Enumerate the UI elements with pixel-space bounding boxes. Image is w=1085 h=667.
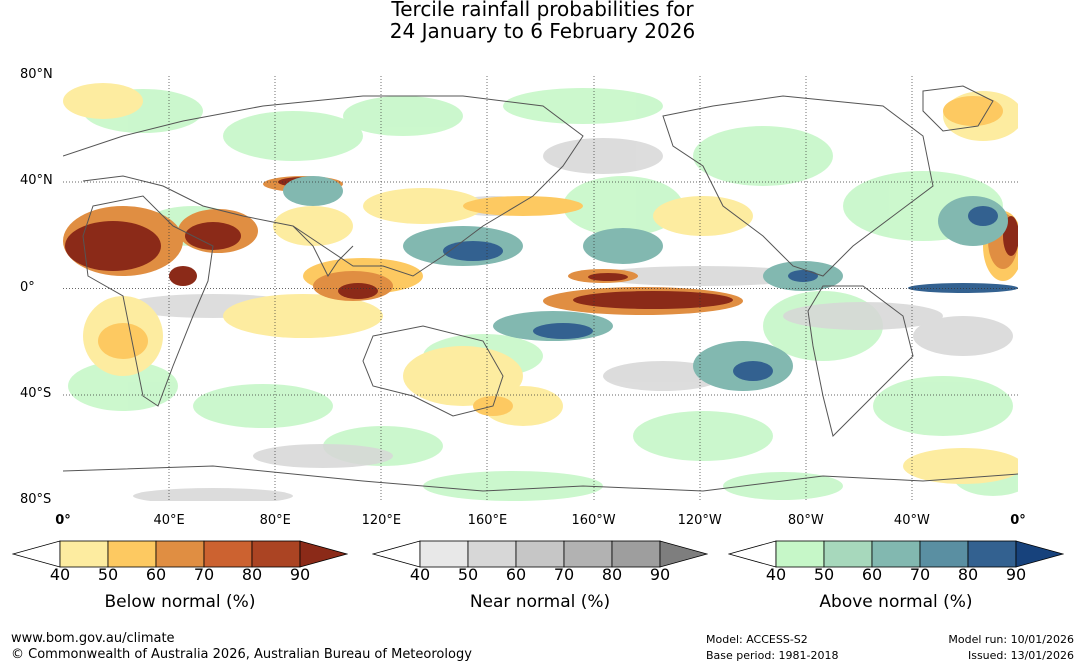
lon-label: 80°W — [787, 513, 824, 528]
colorbar-tick-label: 80 — [241, 565, 263, 584]
colorbar-segment — [775, 540, 825, 568]
colorbar-near — [372, 540, 708, 568]
coastlines — [63, 85, 1018, 492]
colorbar-tick-label: 40 — [49, 565, 71, 584]
colorbar-lower-extension — [12, 540, 61, 568]
map-title-line2: 24 January to 6 February 2026 — [389, 19, 696, 43]
colorbar-segment — [919, 540, 969, 568]
colorbar-segment — [823, 540, 873, 568]
colorbar-tick-label: 90 — [649, 565, 671, 584]
colorbar-lower-extension — [728, 540, 777, 568]
colorbar-segment — [107, 540, 157, 568]
colorbar-segment — [467, 540, 517, 568]
colorbar-segment — [611, 540, 661, 568]
india-coast — [292, 225, 354, 277]
colorbar-tick-label: 70 — [193, 565, 215, 584]
probability-map — [63, 76, 1018, 501]
colorbar-segment — [419, 540, 469, 568]
above-normal-strong-areas — [443, 206, 1018, 381]
colorbar-tick-label: 60 — [505, 565, 527, 584]
lon-label: 0° — [55, 513, 71, 528]
australia-coast — [362, 325, 504, 417]
footer-model-run: Model run: 10/01/2026 — [948, 633, 1074, 646]
colorbar-title: Near normal (%) — [469, 592, 611, 612]
lon-label: 120°E — [361, 513, 402, 528]
colorbar-tick-label: 90 — [289, 565, 311, 584]
lon-label: 120°W — [677, 513, 722, 528]
colorbar-tick-label: 60 — [145, 565, 167, 584]
colorbar-tick-label: 80 — [957, 565, 979, 584]
lat-label: 40°S — [20, 385, 52, 401]
colorbar-upper-extension — [1015, 540, 1064, 568]
lat-label: 40°N — [20, 173, 53, 189]
below-normal-weak-areas — [63, 83, 1018, 484]
map-title-line1: Tercile rainfall probabilities for — [391, 0, 694, 21]
lat-label: 80°S — [20, 492, 52, 507]
colorbar-above — [728, 540, 1064, 568]
colorbar-below — [12, 540, 348, 568]
lon-label: 160°E — [467, 513, 508, 528]
colorbar-title: Below normal (%) — [104, 592, 256, 612]
colorbar-title: Above normal (%) — [819, 592, 973, 612]
graticule — [63, 76, 1018, 501]
colorbar-segment — [515, 540, 565, 568]
colorbar-segment — [871, 540, 921, 568]
footer-model: Model: ACCESS-S2 — [706, 633, 808, 646]
footer-base-period: Base period: 1981-2018 — [706, 649, 839, 662]
colorbar-tick-label: 40 — [765, 565, 787, 584]
lon-label: 80°E — [259, 513, 291, 528]
colorbar-tick-label: 50 — [813, 565, 835, 584]
lat-label: 0° — [20, 279, 35, 295]
colorbar-segment — [967, 540, 1017, 568]
lon-label: 160°W — [571, 513, 616, 528]
colorbar-segment — [563, 540, 613, 568]
lon-label: 40°W — [893, 513, 930, 528]
europe-asia-coast — [63, 95, 584, 277]
colorbar-upper-extension — [659, 540, 708, 568]
south-america-coast — [807, 285, 914, 437]
near-normal-areas — [123, 138, 1013, 501]
colorbar-tick-label: 70 — [909, 565, 931, 584]
colorbar-segment — [59, 540, 109, 568]
greenland-coast — [922, 85, 994, 132]
antarctica-coast — [63, 465, 1018, 492]
below-normal-very-strong-areas — [65, 177, 1018, 309]
colorbar-tick-label: 50 — [457, 565, 479, 584]
colorbar-tick-label: 40 — [409, 565, 431, 584]
colorbar-upper-extension — [299, 540, 348, 568]
colorbar-segment — [155, 540, 205, 568]
footer-issued: Issued: 13/01/2026 — [967, 649, 1074, 662]
lon-label: 0° — [1010, 513, 1026, 528]
north-america-coast — [662, 95, 934, 277]
colorbar-tick-label: 80 — [601, 565, 623, 584]
lat-label: 80°N — [20, 67, 53, 82]
footer-url[interactable]: www.bom.gov.au/climate — [11, 631, 175, 646]
colorbar-segment — [251, 540, 301, 568]
colorbar-tick-label: 50 — [97, 565, 119, 584]
colorbar-tick-label: 60 — [861, 565, 883, 584]
africa-coast — [82, 195, 214, 407]
colorbar-segment — [203, 540, 253, 568]
colorbar-tick-label: 90 — [1005, 565, 1027, 584]
colorbar-tick-label: 70 — [553, 565, 575, 584]
lon-label: 40°E — [153, 513, 185, 528]
colorbar-lower-extension — [372, 540, 421, 568]
footer-copyright: © Commonwealth of Australia 2026, Austra… — [11, 647, 472, 662]
